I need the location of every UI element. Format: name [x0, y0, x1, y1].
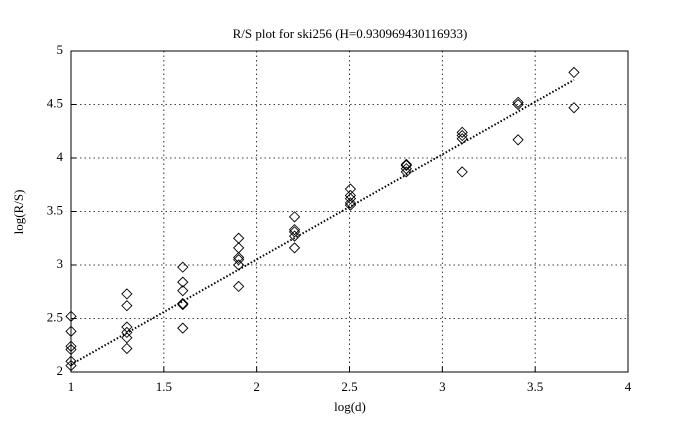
- x-tick-label: 4: [625, 379, 632, 394]
- diamond-marker: [400, 158, 412, 171]
- diamond-marker: [121, 300, 133, 312]
- diamond-marker: [456, 166, 468, 178]
- diamond-marker: [177, 298, 189, 311]
- diamond-marker: [121, 288, 133, 300]
- diamond-marker: [65, 343, 77, 356]
- x-tick-label: 1: [68, 379, 75, 394]
- diamond-marker: [233, 280, 245, 293]
- diamond-marker: [288, 224, 301, 236]
- y-tick-label: 5: [57, 42, 64, 57]
- diamond-marker: [456, 129, 468, 142]
- diamond-marker: [344, 199, 357, 211]
- x-tick-label: 3: [439, 379, 446, 394]
- diamond-marker: [344, 193, 357, 205]
- x-tick-label: 1.5: [156, 379, 172, 394]
- y-tick-label: 4: [57, 149, 64, 164]
- diamond-marker: [121, 342, 133, 355]
- y-tick-label: 3: [57, 256, 64, 271]
- y-tick-label: 2: [57, 363, 64, 378]
- y-tick-label: 3.5: [47, 202, 63, 217]
- diamond-marker: [512, 98, 524, 111]
- diamond-marker: [512, 96, 524, 108]
- diamond-marker: [568, 66, 580, 79]
- diamond-marker: [400, 166, 412, 178]
- plot-frame: [70, 50, 629, 373]
- diamond-marker: [512, 134, 524, 146]
- diamond-marker: [456, 126, 468, 138]
- x-tick-label: 2.5: [341, 379, 357, 394]
- diamond-marker: [65, 325, 77, 337]
- diamond-marker: [121, 332, 133, 344]
- diamond-marker: [233, 254, 245, 266]
- y-tick-label: 2.5: [47, 309, 63, 324]
- diamond-marker: [121, 326, 133, 339]
- diamond-marker: [288, 226, 301, 238]
- x-tick-label: 3.5: [527, 379, 543, 394]
- diamond-marker: [233, 259, 245, 271]
- diamond-marker: [121, 321, 133, 333]
- diamond-marker: [177, 322, 189, 334]
- diamond-marker: [65, 310, 77, 322]
- diamond-marker: [568, 102, 580, 114]
- diamond-marker: [344, 197, 357, 209]
- diamond-marker: [400, 159, 412, 172]
- diamond-marker: [177, 285, 189, 297]
- diamond-marker: [288, 242, 301, 254]
- diamond-marker: [288, 230, 301, 242]
- diamond-marker: [65, 355, 77, 367]
- diamond-marker: [288, 211, 301, 223]
- diamond-marker: [177, 297, 189, 310]
- x-tick-label: 2: [253, 379, 260, 394]
- diamond-marker: [65, 359, 77, 372]
- chart-title: R/S plot for ski256 (H=0.930969430116933…: [233, 26, 468, 41]
- diamond-marker: [177, 276, 189, 288]
- diamond-marker: [233, 251, 245, 264]
- diamond-marker: [177, 261, 189, 273]
- diamond-marker: [65, 340, 77, 352]
- y-tick-label: 4.5: [47, 95, 63, 110]
- y-axis-label: log(R/S): [11, 190, 26, 235]
- x-axis-label: log(d): [334, 399, 366, 414]
